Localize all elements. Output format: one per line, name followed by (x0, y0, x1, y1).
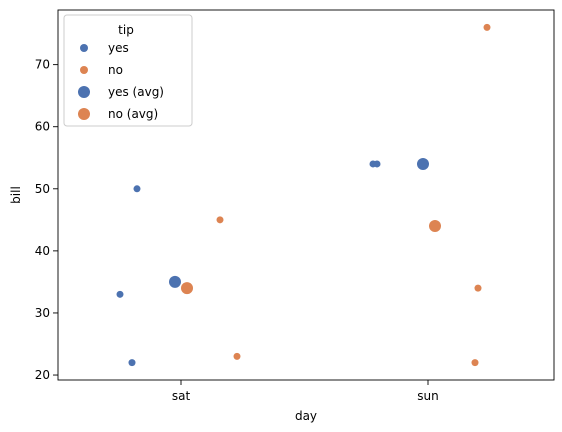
point-yes (128, 359, 136, 367)
legend: tip yes no yes (avg) no (avg) (63, 14, 193, 127)
point-no (471, 359, 479, 367)
point-no (483, 23, 491, 31)
y-tick-label: 60 (35, 120, 50, 134)
legend-label-no-avg: no (avg) (108, 107, 158, 121)
point-yes (373, 160, 381, 168)
legend-label-no: no (108, 63, 123, 77)
legend-marker-yes-avg (78, 86, 90, 98)
point-yes (116, 290, 124, 298)
points-layer (116, 23, 491, 367)
y-tick-label: 70 (35, 58, 50, 72)
point-no (216, 216, 224, 224)
legend-marker-yes (80, 44, 88, 52)
plot-frame (57, 9, 555, 381)
point-yes-avg (417, 157, 429, 170)
x-axis-label: day (295, 409, 317, 423)
ticks-layer: 20 30 40 50 60 70 sat sun (35, 58, 439, 403)
point-yes-avg (169, 275, 181, 288)
x-tick-label: sat (172, 389, 191, 403)
legend-label-yes-avg: yes (avg) (108, 85, 164, 99)
y-tick-label: 30 (35, 306, 50, 320)
y-tick-label: 50 (35, 182, 50, 196)
legend-frame (63, 14, 193, 127)
legend-marker-no (80, 66, 88, 74)
point-yes (133, 185, 141, 193)
point-no (474, 284, 482, 292)
legend-title: tip (118, 23, 134, 37)
x-tick-label: sun (417, 389, 438, 403)
legend-label-yes: yes (108, 41, 129, 55)
point-no-avg (181, 282, 193, 295)
y-axis-label: bill (9, 186, 23, 204)
point-no (233, 352, 241, 360)
y-tick-label: 20 (35, 368, 50, 382)
y-tick-label: 40 (35, 244, 50, 258)
point-no-avg (429, 220, 441, 233)
legend-marker-no-avg (78, 108, 90, 120)
